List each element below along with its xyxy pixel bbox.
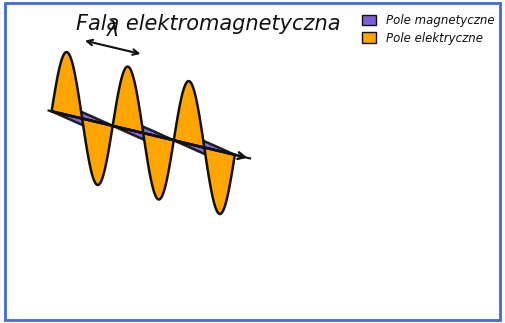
- Polygon shape: [123, 119, 174, 140]
- Polygon shape: [205, 148, 235, 214]
- Polygon shape: [174, 81, 205, 148]
- Legend: Pole magnetyczne, Pole elektryczne: Pole magnetyczne, Pole elektryczne: [359, 10, 498, 48]
- Polygon shape: [113, 126, 164, 147]
- Polygon shape: [174, 140, 225, 162]
- Polygon shape: [113, 67, 143, 133]
- Polygon shape: [52, 52, 82, 119]
- Text: Fala elektromagnetyczna: Fala elektromagnetyczna: [76, 14, 341, 34]
- Polygon shape: [52, 111, 103, 133]
- Polygon shape: [62, 104, 113, 126]
- Text: $\lambda$: $\lambda$: [106, 20, 119, 40]
- Polygon shape: [184, 133, 235, 155]
- Polygon shape: [82, 119, 113, 185]
- Polygon shape: [143, 133, 174, 200]
